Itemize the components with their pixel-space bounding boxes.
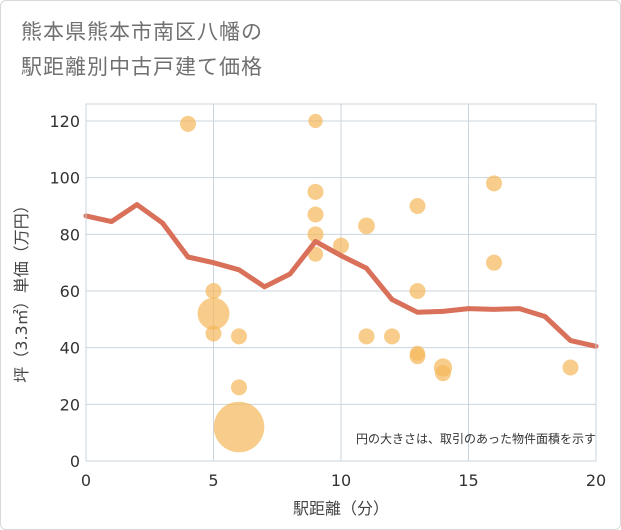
y-tick-label: 40 xyxy=(60,339,80,358)
y-tick-label: 120 xyxy=(49,112,80,131)
data-point xyxy=(358,328,375,345)
data-point xyxy=(205,283,222,299)
data-points xyxy=(180,113,579,453)
y-tick-labels: 0 20 40 60 80 100 120 xyxy=(49,112,80,471)
data-point xyxy=(562,359,579,376)
y-tick-label: 60 xyxy=(60,282,80,301)
data-point xyxy=(307,246,324,262)
data-point xyxy=(307,206,324,223)
plot-border xyxy=(85,103,597,462)
y-tick-label: 20 xyxy=(60,395,80,414)
x-tick-label: 10 xyxy=(331,471,351,490)
y-tick-label: 80 xyxy=(60,225,80,244)
x-tick-label: 15 xyxy=(458,471,478,490)
data-point xyxy=(231,328,247,345)
trend-line xyxy=(83,202,599,349)
chart-title-line-2: 駅距離別中古戸建て価格 xyxy=(21,55,263,79)
data-point xyxy=(231,379,247,396)
x-tick-label: 5 xyxy=(208,471,218,490)
x-tick-labels: 0 5 10 15 20 xyxy=(81,471,606,490)
data-point xyxy=(358,217,375,235)
data-point xyxy=(486,254,502,271)
data-point xyxy=(409,283,426,299)
x-tick-label: 20 xyxy=(586,471,606,490)
data-point xyxy=(486,175,502,192)
data-point xyxy=(213,401,265,453)
data-point xyxy=(435,365,451,382)
x-tick-label: 0 xyxy=(81,471,91,490)
size-legend-note: 円の大きさは、取引のあった物件面積を示す xyxy=(356,431,596,446)
y-tick-label: 100 xyxy=(49,169,80,188)
data-point xyxy=(333,237,349,254)
chart-title: 熊本県熊本市南区八幡の 駅距離別中古戸建て価格 xyxy=(21,15,263,85)
y-tick-label: 0 xyxy=(70,452,80,471)
data-point xyxy=(197,297,230,330)
data-point xyxy=(205,325,222,342)
y-axis-label: 坪（3.3㎡）単価（万円） xyxy=(12,197,31,382)
data-point xyxy=(409,198,426,214)
x-axis-label: 駅距離（分） xyxy=(293,499,389,518)
data-point xyxy=(308,113,323,129)
data-point xyxy=(409,348,426,365)
chart-title-line-1: 熊本県熊本市南区八幡の xyxy=(21,20,263,44)
data-point xyxy=(307,226,324,243)
data-point xyxy=(180,115,196,132)
data-point xyxy=(384,328,400,345)
data-point xyxy=(307,183,324,200)
